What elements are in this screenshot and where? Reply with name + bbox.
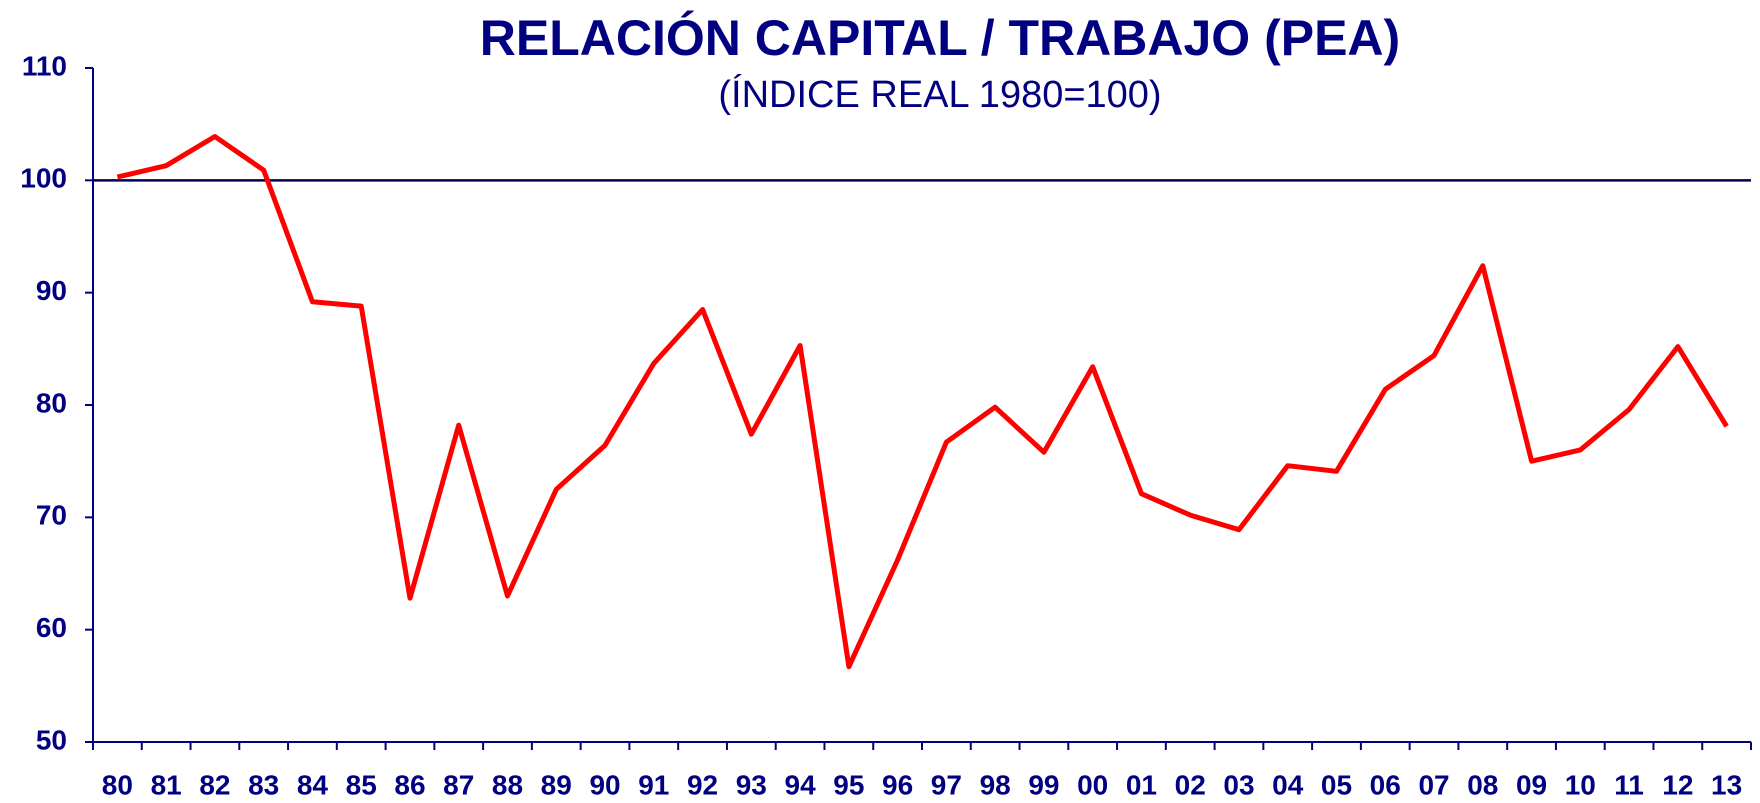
x-tick-label: 08 (1467, 769, 1498, 800)
x-tick-label: 97 (931, 769, 962, 800)
x-tick-label: 02 (1175, 769, 1206, 800)
x-tick-label: 11 (1614, 769, 1644, 800)
y-tick-label: 90 (36, 275, 67, 306)
x-tick-label: 85 (346, 769, 377, 800)
x-tick-label: 92 (687, 769, 718, 800)
x-tick-label: 13 (1711, 769, 1742, 800)
y-tick-label: 80 (36, 387, 67, 418)
x-tick-label: 12 (1662, 769, 1693, 800)
chart-subtitle: (ÍNDICE REAL 1980=100) (718, 73, 1161, 116)
x-tick-label: 90 (589, 769, 620, 800)
x-tick-label: 95 (833, 769, 864, 800)
x-tick-label: 00 (1077, 769, 1108, 800)
x-tick-label: 86 (394, 769, 425, 800)
x-tick-label: 80 (102, 769, 133, 800)
chart-title: RELACIÓN CAPITAL / TRABAJO (PEA) (480, 10, 1400, 66)
x-tick-label: 98 (980, 769, 1011, 800)
x-tick-label: 09 (1516, 769, 1547, 800)
x-tick-label: 04 (1272, 769, 1304, 800)
x-tick-label: 91 (638, 769, 669, 800)
x-tick-label: 84 (297, 769, 329, 800)
x-tick-label: 96 (882, 769, 913, 800)
x-tick-label: 88 (492, 769, 523, 800)
x-tick-label: 82 (199, 769, 230, 800)
x-tick-label: 01 (1126, 769, 1157, 800)
y-tick-label: 70 (36, 500, 67, 531)
line (116, 134, 1729, 670)
x-tick-label: 07 (1418, 769, 1449, 800)
x-tick-label: 87 (443, 769, 474, 800)
y-tick-label: 110 (22, 50, 67, 81)
x-tick-label: 81 (151, 769, 182, 800)
x-tick-label: 99 (1028, 769, 1059, 800)
x-tick-label: 94 (785, 769, 817, 800)
y-tick-label: 50 (36, 724, 67, 755)
x-tick-label: 05 (1321, 769, 1352, 800)
x-tick-label: 06 (1370, 769, 1401, 800)
x-tick-label: 10 (1565, 769, 1596, 800)
x-tick-label: 83 (248, 769, 279, 800)
y-tick-label: 100 (20, 163, 67, 194)
y-tick-label: 60 (36, 612, 67, 643)
x-tick-label: 89 (541, 769, 572, 800)
x-tick-label: 03 (1223, 769, 1254, 800)
x-tick-label: 93 (736, 769, 767, 800)
